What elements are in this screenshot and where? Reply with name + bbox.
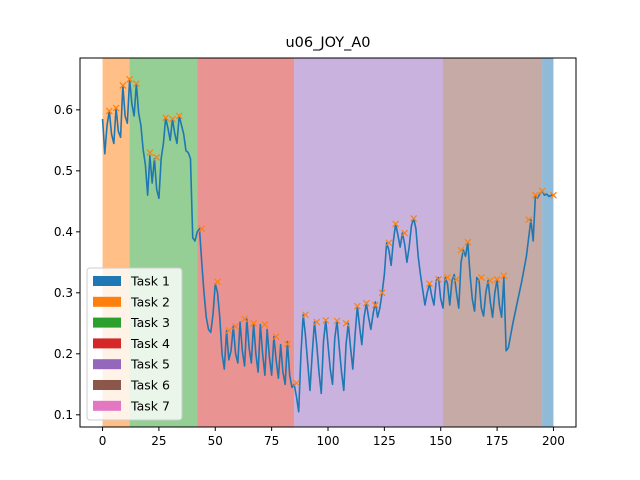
peak-markers bbox=[105, 75, 557, 387]
legend-swatch-4 bbox=[93, 338, 121, 349]
peak-marker-46 bbox=[538, 187, 546, 195]
x-tick-label-8: 200 bbox=[542, 434, 565, 448]
legend-label-5: Task 5 bbox=[130, 357, 170, 372]
legend-label-6: Task 6 bbox=[130, 378, 170, 393]
peak-marker-26 bbox=[353, 302, 361, 310]
y-tick-label-4: 0.5 bbox=[54, 164, 73, 178]
x-tick-label-5: 125 bbox=[373, 434, 396, 448]
peak-marker-17 bbox=[261, 321, 269, 328]
legend-swatch-1 bbox=[93, 276, 121, 286]
peak-marker-30 bbox=[385, 239, 393, 247]
peak-marker-39 bbox=[464, 238, 472, 246]
peak-marker-47 bbox=[550, 191, 557, 199]
peak-marker-8 bbox=[162, 114, 170, 122]
peak-marker-38 bbox=[457, 246, 465, 254]
peak-marker-42 bbox=[493, 275, 501, 283]
peak-marker-4 bbox=[126, 75, 134, 83]
peak-marker-3 bbox=[119, 82, 127, 89]
peak-marker-28 bbox=[371, 301, 379, 309]
legend-label-3: Task 3 bbox=[130, 315, 170, 330]
peak-marker-40 bbox=[477, 274, 485, 281]
peak-marker-27 bbox=[362, 299, 370, 307]
legend-label-4: Task 4 bbox=[130, 336, 170, 351]
peak-marker-34 bbox=[426, 280, 433, 288]
peak-marker-32 bbox=[401, 229, 409, 237]
peak-marker-9 bbox=[169, 115, 176, 123]
y-tick-label-5: 0.6 bbox=[54, 103, 73, 117]
peak-marker-20 bbox=[293, 379, 300, 387]
legend-label-2: Task 2 bbox=[130, 294, 170, 309]
legend: Task 1 Task 2 Task 3 Task 4 Task 5 Task 6 Task… bbox=[86, 267, 183, 421]
peak-marker-18 bbox=[272, 333, 280, 341]
peak-marker-37 bbox=[453, 275, 460, 283]
x-tick-label-6: 150 bbox=[429, 434, 452, 448]
peak-marker-22 bbox=[313, 318, 321, 326]
y-tick-label-0: 0.1 bbox=[54, 408, 73, 422]
legend-swatch-6 bbox=[93, 380, 121, 390]
task-span-6 bbox=[542, 58, 554, 427]
peak-marker-10 bbox=[175, 112, 183, 120]
peak-marker-44 bbox=[525, 216, 533, 224]
peak-marker-31 bbox=[392, 220, 400, 228]
y-axis-ticks: 0.1 0.2 0.3 0.4 0.5 0.6 bbox=[54, 103, 80, 422]
peak-marker-14 bbox=[232, 322, 239, 330]
chart-title: u06_JOY_A0 bbox=[285, 35, 370, 51]
legend-swatch-5 bbox=[93, 359, 121, 370]
peak-marker-2 bbox=[112, 104, 120, 112]
x-tick-label-1: 25 bbox=[151, 434, 166, 448]
x-axis-ticks: 0 25 50 75 100 125 150 175 200 bbox=[99, 427, 565, 448]
peak-marker-5 bbox=[132, 80, 140, 88]
legend-label-7: Task 7 bbox=[130, 398, 170, 413]
peak-marker-43 bbox=[500, 272, 508, 280]
legend-label-1: Task 1 bbox=[130, 274, 170, 289]
peak-marker-6 bbox=[146, 149, 154, 156]
task-span-5 bbox=[442, 58, 543, 427]
peak-marker-45 bbox=[531, 191, 539, 199]
x-tick-label-3: 75 bbox=[264, 434, 279, 448]
series-line-1 bbox=[101, 78, 554, 413]
peak-marker-16 bbox=[250, 319, 258, 327]
x-tick-label-0: 0 bbox=[99, 434, 107, 448]
peak-marker-12 bbox=[214, 278, 221, 286]
peak-marker-41 bbox=[486, 277, 494, 285]
peak-marker-35 bbox=[435, 275, 442, 283]
task-span-4 bbox=[294, 58, 443, 427]
peak-marker-13 bbox=[225, 327, 233, 335]
x-tick-label-2: 50 bbox=[208, 434, 223, 448]
peak-marker-29 bbox=[378, 289, 386, 297]
peak-marker-7 bbox=[153, 153, 161, 161]
x-tick-label-4: 100 bbox=[317, 434, 340, 448]
y-tick-label-2: 0.3 bbox=[54, 286, 73, 300]
series-layer bbox=[101, 78, 554, 413]
peak-marker-23 bbox=[322, 316, 330, 324]
task-span-3 bbox=[197, 58, 295, 427]
peak-marker-25 bbox=[342, 319, 350, 327]
y-tick-label-3: 0.4 bbox=[54, 225, 73, 239]
y-tick-label-1: 0.2 bbox=[54, 347, 73, 361]
peak-marker-24 bbox=[333, 317, 341, 325]
peak-marker-33 bbox=[410, 214, 418, 222]
peak-marker-11 bbox=[198, 225, 206, 233]
x-tick-label-7: 175 bbox=[486, 434, 509, 448]
peak-marker-19 bbox=[283, 340, 291, 348]
peak-marker-21 bbox=[302, 311, 309, 319]
legend-swatch-7 bbox=[93, 400, 121, 411]
legend-swatch-2 bbox=[93, 296, 121, 307]
legend-swatch-3 bbox=[93, 317, 121, 328]
peak-marker-36 bbox=[444, 274, 451, 281]
peak-marker-15 bbox=[241, 315, 249, 323]
peak-marker-1 bbox=[105, 107, 113, 115]
